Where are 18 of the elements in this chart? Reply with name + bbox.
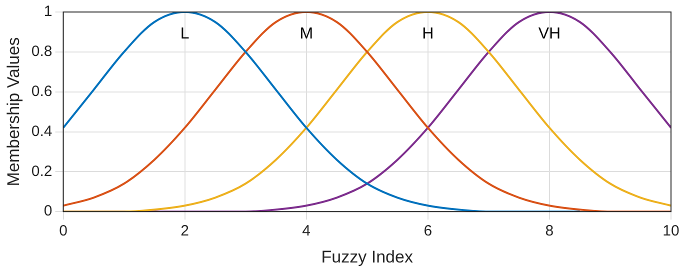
- y-tick-label: 0.4: [31, 122, 52, 140]
- y-tick-label: 0.8: [31, 43, 52, 60]
- y-tick-label: 0.2: [31, 162, 52, 180]
- y-axis-title: Membership Values: [4, 37, 23, 186]
- x-tick-label: 6: [424, 222, 432, 240]
- x-tick-label: 4: [302, 222, 311, 240]
- series-label: VH: [538, 25, 561, 42]
- y-tick-label: 0.6: [31, 82, 52, 100]
- y-tick-label: 0: [44, 202, 52, 220]
- x-axis-title: Fuzzy Index: [321, 247, 414, 266]
- x-tick-label: 0: [59, 222, 68, 240]
- y-tick-label: 1: [44, 3, 52, 20]
- x-tick-label: 2: [180, 222, 189, 240]
- series-label: M: [300, 25, 314, 42]
- series-label: L: [180, 25, 190, 42]
- x-tick-label: 10: [662, 222, 680, 240]
- series-label: H: [422, 25, 434, 42]
- x-tick-label: 8: [545, 222, 554, 240]
